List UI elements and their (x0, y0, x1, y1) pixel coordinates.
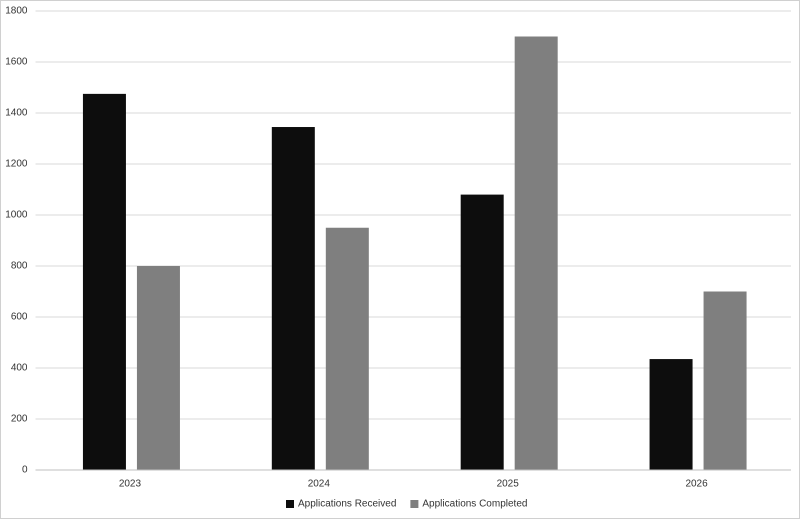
y-tick-label: 1800 (5, 6, 28, 17)
y-tick-label: 1600 (5, 57, 28, 68)
y-tick-label: 400 (11, 363, 28, 374)
x-tick-label: 2026 (685, 479, 708, 490)
legend-label: Applications Received (298, 499, 396, 510)
y-tick-label: 800 (11, 261, 28, 272)
y-tick-label: 1000 (5, 210, 28, 221)
bar (460, 194, 504, 470)
x-tick-label: 2025 (497, 479, 520, 490)
bar (82, 93, 126, 470)
y-tick-label: 1400 (5, 108, 28, 119)
x-tick-label: 2023 (119, 479, 142, 490)
legend-label: Applications Completed (422, 499, 527, 510)
y-tick-label: 0 (22, 465, 28, 476)
bar (325, 227, 369, 470)
bar (136, 266, 180, 470)
y-tick-label: 1200 (5, 159, 28, 170)
x-tick-label: 2024 (308, 479, 331, 490)
legend-swatch (410, 500, 419, 508)
bar (271, 127, 315, 471)
y-tick-label: 200 (11, 414, 28, 425)
legend-swatch (286, 500, 294, 508)
bar (514, 36, 558, 470)
bar (703, 291, 747, 470)
y-tick-label: 600 (11, 312, 28, 323)
bar (649, 359, 693, 470)
